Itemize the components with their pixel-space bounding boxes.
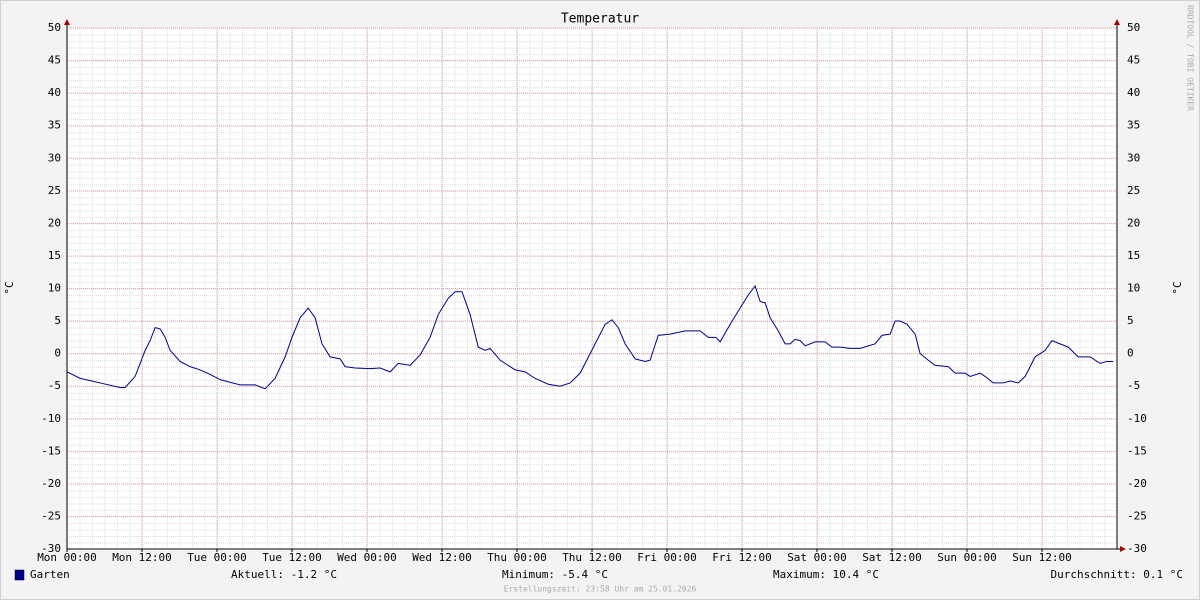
x-tick-label: Thu 12:00 <box>562 551 622 564</box>
x-tick-label: Mon 00:00 <box>37 551 97 564</box>
legend-label: Garten <box>30 568 70 581</box>
watermark: RRDTOOL / TOBI OETIKER <box>1186 5 1195 111</box>
x-tick-label: Wed 12:00 <box>412 551 472 564</box>
y-tick-label-right: 20 <box>1127 216 1140 229</box>
y-tick-label: 40 <box>48 86 61 99</box>
x-tick-label: Thu 00:00 <box>487 551 547 564</box>
y-tick-label: 0 <box>54 347 61 360</box>
y-tick-label-right: 50 <box>1127 21 1140 34</box>
y-tick-label: 10 <box>48 282 61 295</box>
y-tick-label-right: -25 <box>1127 509 1147 522</box>
y-tick-label-right: -30 <box>1127 542 1147 555</box>
x-tick-label: Sun 00:00 <box>937 551 997 564</box>
y-tick-label-right: 45 <box>1127 54 1140 67</box>
y-tick-label-right: 25 <box>1127 184 1140 197</box>
y-tick-label-right: 40 <box>1127 86 1140 99</box>
y-tick-label: 25 <box>48 184 61 197</box>
y-tick-label-right: -15 <box>1127 444 1147 457</box>
stat: Durchschnitt: 0.1 °C <box>1051 568 1183 581</box>
y-axis-label: °C <box>3 281 16 294</box>
y-tick-label: 5 <box>54 314 61 327</box>
x-tick-label: Sat 00:00 <box>787 551 847 564</box>
x-tick-label: Wed 00:00 <box>337 551 397 564</box>
y-tick-label: -30 <box>41 542 61 555</box>
y-tick-label: -15 <box>41 444 61 457</box>
stat: Aktuell: -1.2 °C <box>231 568 337 581</box>
x-tick-label: Mon 12:00 <box>112 551 172 564</box>
series-line <box>66 284 1114 390</box>
y-tick-label: 50 <box>48 21 61 34</box>
y-axis-label-right: °C <box>1171 281 1184 294</box>
y-tick-label: -5 <box>48 379 61 392</box>
y-tick-label-right: -10 <box>1127 412 1147 425</box>
y-tick-label-right: 15 <box>1127 249 1140 262</box>
y-tick-label-right: -20 <box>1127 477 1147 490</box>
chart-title: Temperatur <box>561 12 639 27</box>
axis-arrow <box>64 19 70 25</box>
y-tick-label: 45 <box>48 54 61 67</box>
axis-arrow <box>1114 19 1120 25</box>
y-tick-label: -20 <box>41 477 61 490</box>
x-tick-label: Tue 00:00 <box>187 551 247 564</box>
y-tick-label: 15 <box>48 249 61 262</box>
y-tick-label-right: 0 <box>1127 347 1134 360</box>
axis-arrow <box>1120 546 1126 552</box>
y-tick-label-right: 5 <box>1127 314 1134 327</box>
y-tick-label-right: 35 <box>1127 119 1140 132</box>
y-tick-label: 30 <box>48 151 61 164</box>
y-tick-label: 35 <box>48 119 61 132</box>
x-tick-label: Sun 12:00 <box>1012 551 1072 564</box>
stat: Maximum: 10.4 °C <box>773 568 879 581</box>
x-tick-label: Tue 12:00 <box>262 551 322 564</box>
stat: Minimum: -5.4 °C <box>502 568 608 581</box>
x-tick-label: Fri 12:00 <box>712 551 772 564</box>
legend-swatch <box>14 569 25 581</box>
y-tick-label: -25 <box>41 509 61 522</box>
footer: Erstellungszeit: 23:58 Uhr am 25.01.2026 <box>504 585 697 594</box>
y-tick-label: -10 <box>41 412 61 425</box>
x-tick-label: Fri 00:00 <box>637 551 697 564</box>
y-tick-label-right: -5 <box>1127 379 1140 392</box>
x-tick-label: Sat 12:00 <box>862 551 922 564</box>
y-tick-label: 20 <box>48 216 61 229</box>
y-tick-label-right: 30 <box>1127 151 1140 164</box>
y-tick-label-right: 10 <box>1127 282 1140 295</box>
